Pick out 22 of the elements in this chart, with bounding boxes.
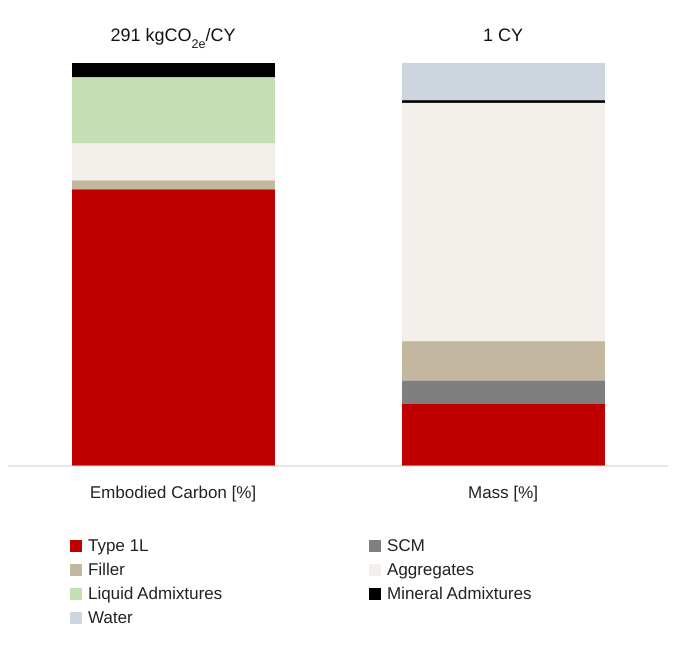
legend-label: SCM [387,536,425,556]
legend-label: Mineral Admixtures [387,584,532,604]
legend-label: Filler [88,560,125,580]
legend-label: Type 1L [88,536,148,556]
bar [402,63,605,100]
legend-label: Water [88,608,133,628]
annotation: 291 kgCO$_{2e}$/CY [110,25,236,51]
bar [402,102,605,342]
bar [402,404,605,466]
bar [402,380,605,404]
bar [72,77,275,144]
bar [72,190,275,466]
legend-label: Liquid Admixtures [88,584,222,604]
legend-label: Aggregates [387,560,474,580]
bar [402,100,605,103]
bar [402,341,605,381]
annotation: 1 CY [482,25,524,45]
x-tick-label: Mass [%] [468,483,538,502]
bar [72,143,275,180]
bar [72,180,275,190]
x-tick-label: Embodied Carbon [%] [90,483,256,502]
bar [72,63,275,78]
